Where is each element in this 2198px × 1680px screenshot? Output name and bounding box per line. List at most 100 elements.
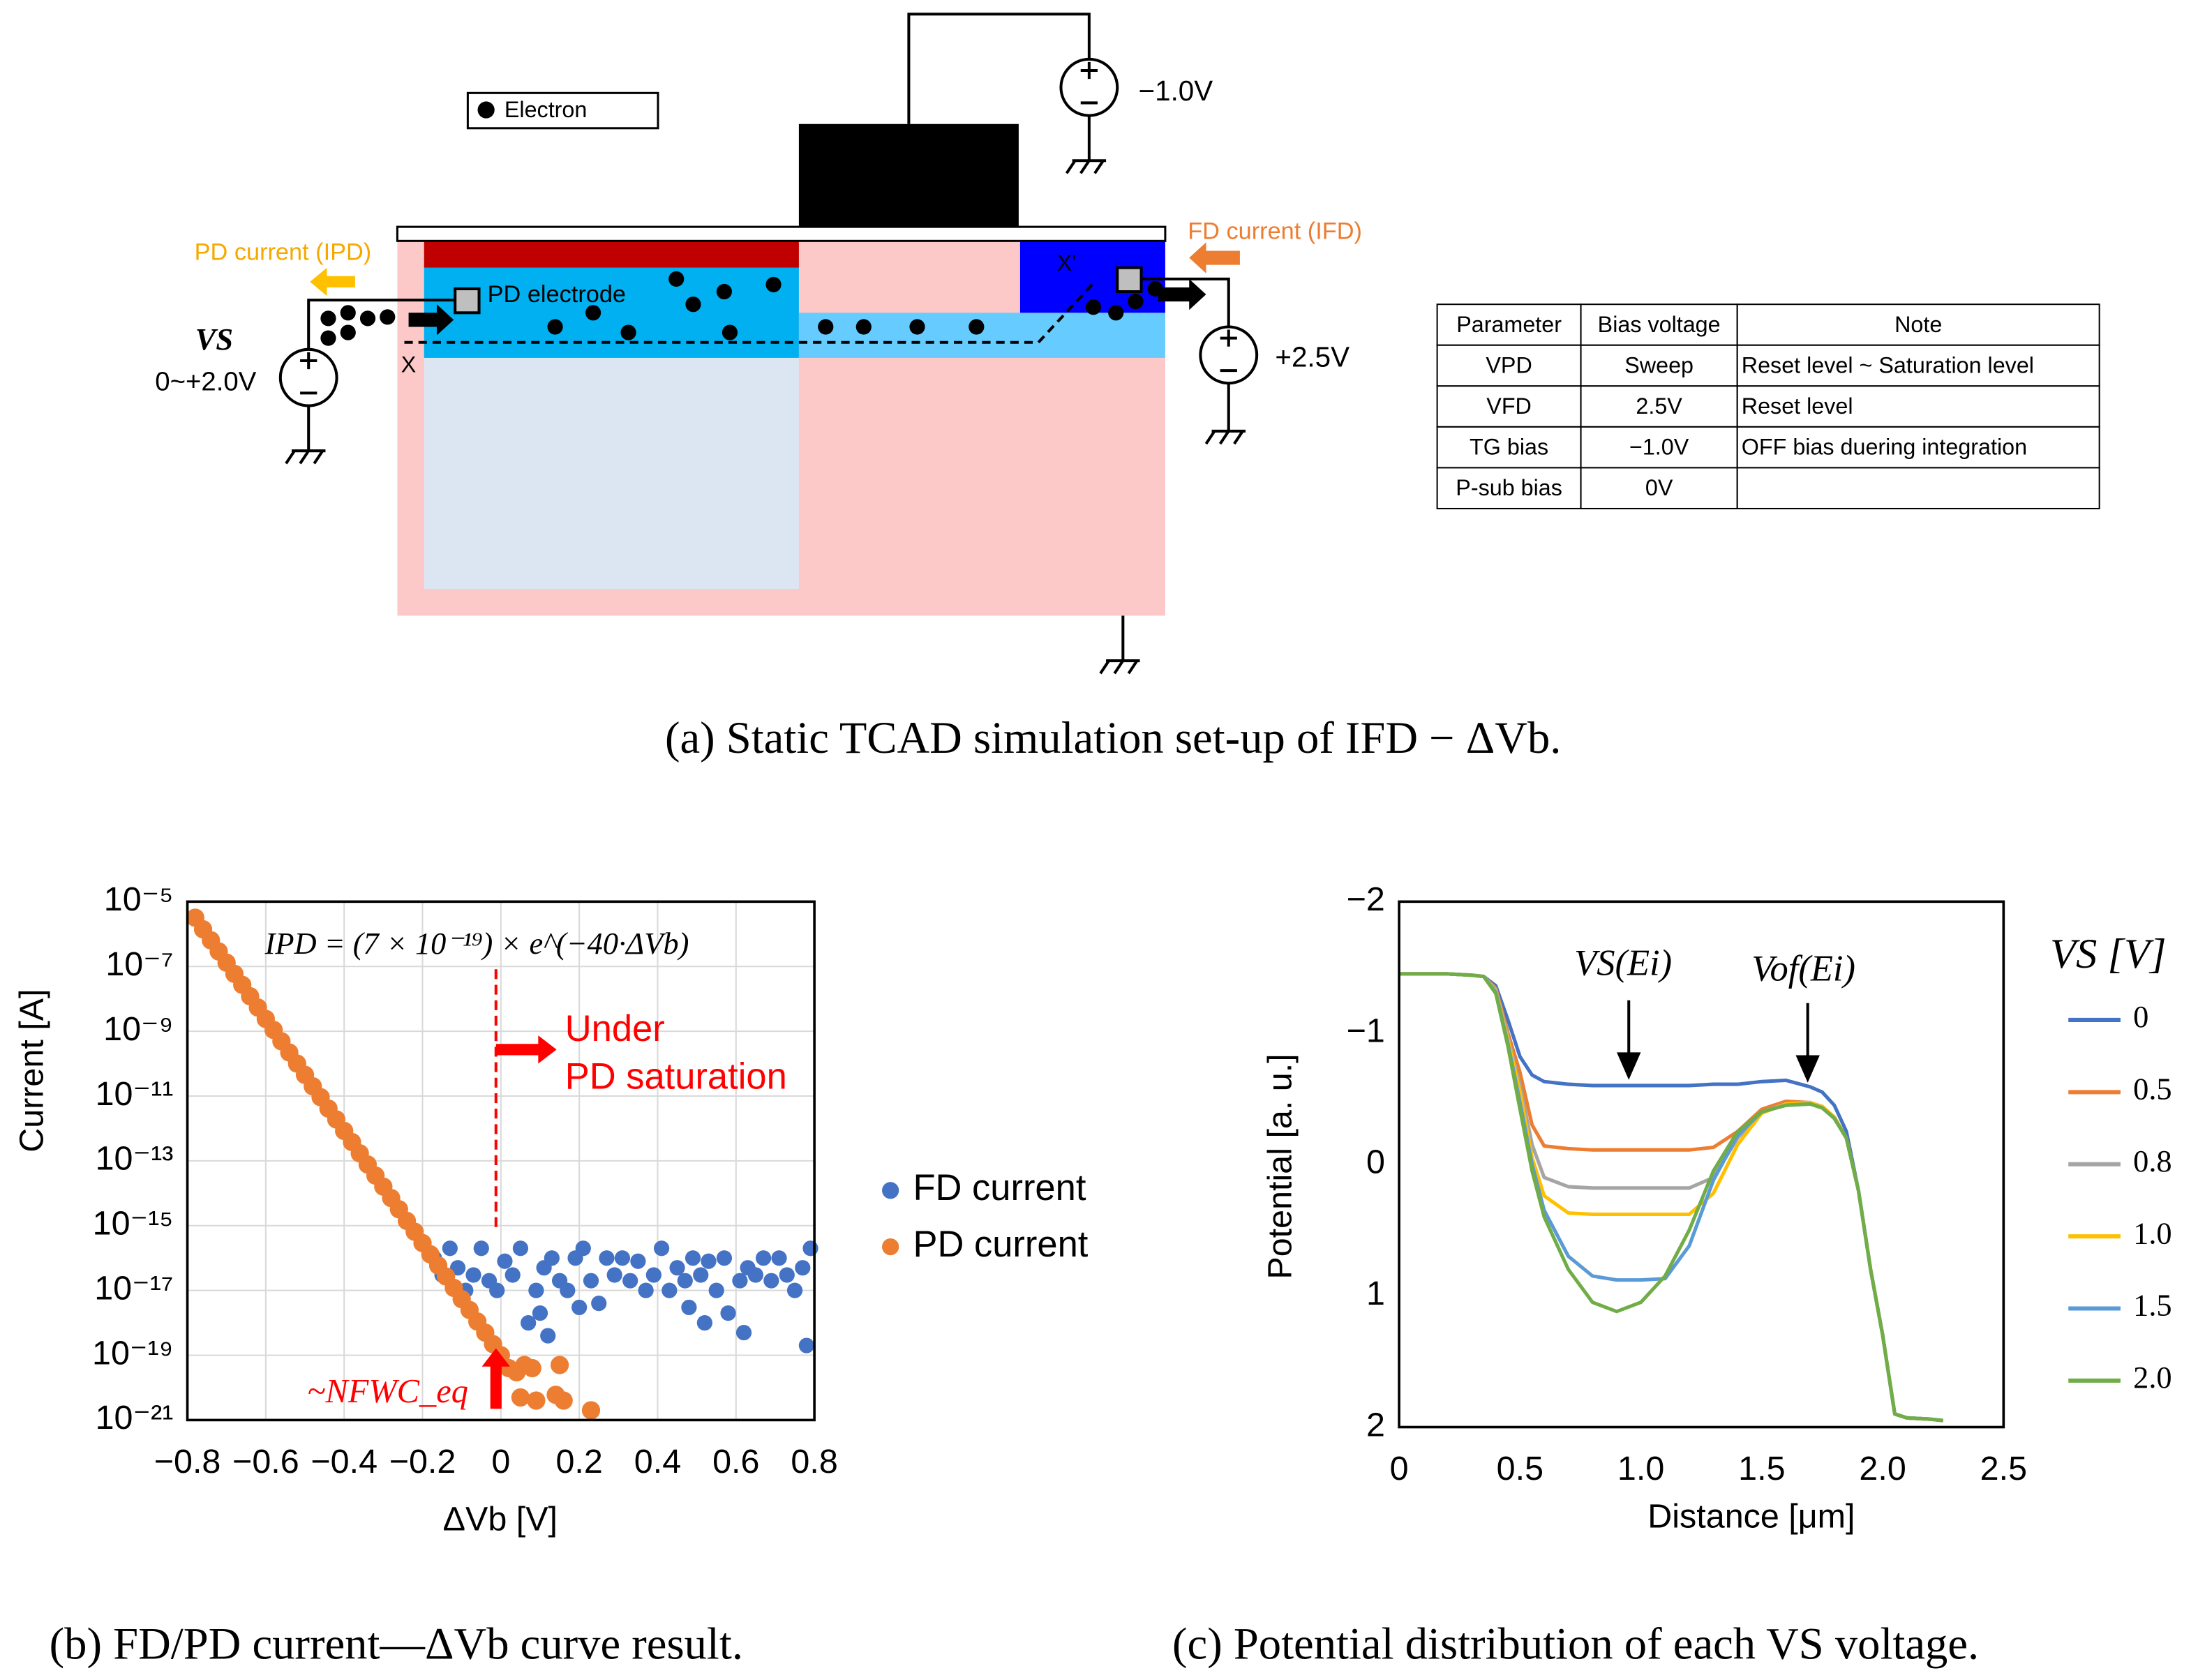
y-tick-label: 10⁻⁷ [105,945,173,983]
point [521,1314,537,1331]
y-tick-label: 2 [1366,1406,1385,1443]
point [708,1282,724,1298]
x-tick-label: 0 [491,1443,510,1480]
electron [320,310,336,327]
legend-label: 1.5 [2133,1288,2172,1323]
table-text: Parameter [1456,312,1562,337]
electron [1108,305,1124,321]
electron [909,319,925,335]
point [473,1240,489,1257]
electron [380,309,396,325]
point [554,1391,573,1410]
x-tick-label: 2.5 [1980,1450,2027,1487]
fd-current-label: FD current (IFD) [1188,218,1362,244]
point [795,1260,811,1276]
point [523,1358,541,1378]
nfwc-arrow [481,1348,510,1409]
legend-text: Electron [504,97,587,122]
y-axis-title: Potential [a. u.] [1261,1053,1299,1279]
electron [716,283,732,300]
saturation-label: PD saturation [565,1056,787,1097]
annotation-arrow [1617,1000,1641,1080]
point [599,1250,615,1266]
ground [1099,615,1140,675]
x-tick-label: −0.2 [389,1443,456,1480]
y-axis-title: Current [A] [13,989,50,1153]
point [614,1250,631,1266]
point [442,1240,458,1257]
nfwc-label: ~NFWC_eq [307,1373,468,1410]
wire [307,299,456,350]
point [732,1273,748,1289]
table-cell [1736,303,2100,346]
point [465,1267,481,1283]
y-tick-label: 0 [1366,1143,1385,1181]
pinning-layer [424,241,799,268]
point [489,1282,505,1298]
electron-flow-arrow [1158,278,1206,310]
y-tick-label: 10⁻¹³ [96,1140,174,1178]
legend-electron [477,101,495,119]
point [653,1240,670,1257]
legend-label: 0.8 [2133,1143,2172,1178]
y-tick-label: 10⁻¹⁵ [93,1205,174,1243]
point [756,1250,772,1266]
cut-label: X' [1057,250,1077,276]
x-tick-label: −0.4 [311,1443,377,1480]
fd-electrode [1116,266,1143,294]
point [512,1240,529,1257]
y-tick-label: 10⁻⁹ [103,1010,173,1048]
legend-marker [882,1238,899,1256]
point [532,1305,548,1321]
y-tick-label: 10⁻⁵ [104,880,174,918]
x-tick-label: 1.5 [1738,1450,1785,1487]
x-tick-label: 0.6 [712,1443,759,1480]
oxide [396,225,1167,242]
point [497,1253,513,1269]
formula: IPD = (7 × 10⁻¹⁹) × e^(−40·ΔVb) [264,926,689,961]
point [583,1273,599,1289]
fd-voltage: +2.5V [1275,341,1350,373]
point [511,1388,530,1407]
ground [285,405,326,465]
series-line [1399,972,1943,1423]
table-cell [1580,303,1738,346]
current-chart: 10⁻²¹ 10⁻¹⁹ 10⁻¹⁷ 10⁻¹⁵ 10⁻¹³ 10⁻¹¹ 10⁻⁹ 10⁻⁷ 10… [13,880,1089,1538]
point [779,1267,795,1283]
x-tick-label: 0.4 [634,1443,681,1480]
electron [818,319,834,335]
source-sign [1080,61,1098,105]
table-text: Sweep [1624,353,1694,378]
legend-title: VS [V] [2050,931,2167,977]
table-cell [1736,344,2100,387]
table-text: VPD [1486,353,1532,378]
electron [340,324,356,340]
point [716,1250,733,1266]
annotation: Vof(Ei) [1751,948,1855,989]
electron [359,310,376,327]
electron [668,271,685,287]
x-tick-label: 0.5 [1497,1450,1543,1487]
table-cell [1736,467,2100,509]
table-cell [1436,426,1582,469]
legend-label: FD current [913,1167,1086,1208]
table-text: Note [1894,312,1942,337]
electron [620,324,636,340]
annotation-arrow [1795,1003,1820,1083]
y-tick-label: 1 [1366,1275,1385,1312]
x-tick-label: −0.6 [232,1443,299,1480]
table-text: Reset level [1742,393,1853,419]
tg-voltage: −1.0V [1139,75,1213,107]
fd-current-arrow [1189,242,1240,273]
saturation-label: Under [565,1008,665,1049]
ground [1204,383,1246,445]
ground [1065,115,1107,174]
point [696,1314,712,1331]
y-tick-label: 10⁻¹¹ [96,1075,174,1113]
pd-electrode [454,287,481,315]
device-diagram: Electron X X' −1.0V PD electrode PD curr… [155,13,1362,675]
caption: (c) Potential distribution of each VS vo… [1172,1618,1979,1669]
table-text: OFF bias duering integration [1742,435,2027,460]
legend-marker [882,1182,899,1199]
